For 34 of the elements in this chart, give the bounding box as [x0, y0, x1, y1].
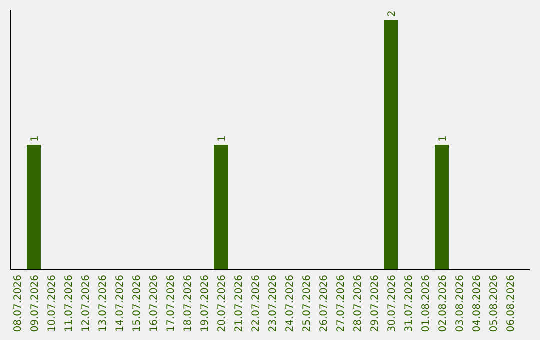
x-tick-label: 29.07.2026: [370, 275, 381, 332]
x-tick-label: 02.08.2026: [438, 275, 449, 332]
x-tick-label: 31.07.2026: [404, 275, 415, 332]
x-tick-label: 24.07.2026: [285, 275, 296, 332]
data-label: 1: [30, 136, 41, 142]
x-tick-label: 23.07.2026: [268, 275, 279, 332]
x-tick-label: 11.07.2026: [64, 275, 75, 332]
x-tick-label: 12.07.2026: [81, 275, 92, 332]
x-tick-label: 30.07.2026: [387, 275, 398, 332]
x-tick-label: 01.08.2026: [421, 275, 432, 332]
x-tick-label: 03.08.2026: [455, 275, 466, 332]
x-tick-label: 08.07.2026: [13, 275, 24, 332]
x-tick-label: 15.07.2026: [132, 275, 143, 332]
data-label: 1: [217, 136, 228, 142]
x-tick-label: 14.07.2026: [115, 275, 126, 332]
x-tick-label: 06.08.2026: [506, 275, 517, 332]
x-tick-label: 27.07.2026: [336, 275, 347, 332]
x-tick-label: 20.07.2026: [217, 275, 228, 332]
x-tick-label: 22.07.2026: [251, 275, 262, 332]
x-tick-label: 26.07.2026: [319, 275, 330, 332]
x-tick-label: 13.07.2026: [98, 275, 109, 332]
x-tick-label: 05.08.2026: [489, 275, 500, 332]
x-tick-label: 17.07.2026: [166, 275, 177, 332]
data-label: 1: [438, 136, 449, 142]
x-tick-label: 09.07.2026: [30, 275, 41, 332]
x-tick-label: 16.07.2026: [149, 275, 160, 332]
x-tick-label: 19.07.2026: [200, 275, 211, 332]
x-tick-label: 18.07.2026: [183, 275, 194, 332]
x-tick-label: 25.07.2026: [302, 275, 313, 332]
x-tick-label: 10.07.2026: [47, 275, 58, 332]
data-label: 2: [387, 10, 398, 17]
x-tick-label: 04.08.2026: [472, 275, 483, 332]
x-tick-label: 28.07.2026: [353, 275, 364, 332]
x-tick-label: 21.07.2026: [234, 275, 245, 332]
